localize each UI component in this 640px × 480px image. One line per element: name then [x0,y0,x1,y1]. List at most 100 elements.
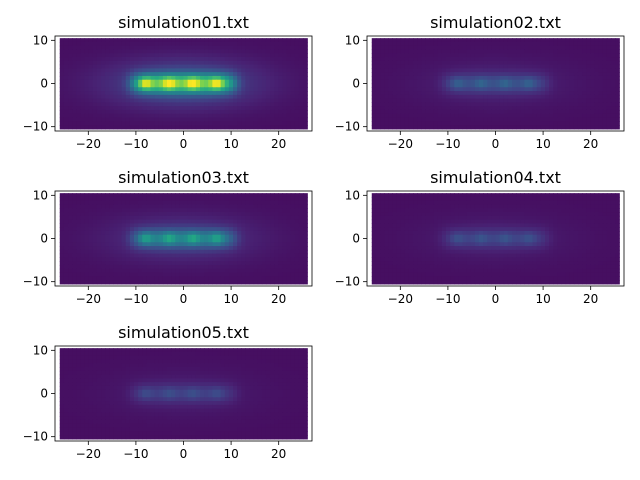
heatmap-cell [606,60,612,66]
heatmap-cell [76,227,81,232]
heatmap-cell [175,257,180,262]
heatmap-cell [84,49,90,54]
heatmap-cell [516,113,521,119]
heatmap-cell [121,200,127,206]
heatmap-cell [68,68,73,73]
heatmap-cell [76,196,81,202]
heatmap-cell [388,109,393,115]
heatmap-cell [113,212,119,217]
heatmap-cell [109,83,114,88]
heatmap-cell [191,272,197,277]
heatmap-cell [179,79,185,85]
heatmap-cell [204,249,209,255]
heatmap-cell [290,64,296,69]
heatmap-cell [384,57,389,62]
heatmap-cell [92,75,98,81]
heatmap-cell [487,41,492,47]
heatmap-cell [470,219,476,224]
heatmap-cell [549,196,554,202]
heatmap-cell [520,106,525,111]
heatmap-cell [466,125,472,130]
heatmap-cell [388,87,393,92]
heatmap-cell [278,212,284,217]
heatmap-cell [113,238,119,243]
heatmap-cell [204,280,209,285]
heatmap-cell [138,75,143,81]
heatmap-cell [220,242,226,247]
heatmap-cell [499,215,505,221]
heatmap-cell [487,227,492,232]
heatmap-cell [524,109,530,115]
heatmap-cell [290,125,296,130]
heatmap-cell [499,121,505,126]
heatmap-cell [158,49,164,54]
heatmap-cell [179,212,185,217]
heatmap-cell [404,117,410,122]
heatmap-cell [216,208,222,213]
heatmap-cell [228,57,234,62]
heatmap-cell [561,208,567,213]
heatmap-cell [105,45,110,51]
heatmap-cell [158,227,164,232]
heatmap-cell [520,60,525,66]
y-tick-label: 0 [40,232,48,246]
heatmap-cell [503,98,509,103]
heatmap-cell [150,94,156,100]
heatmap-cell [138,193,143,198]
heatmap-cell [121,227,127,232]
heatmap-cell [92,280,98,285]
heatmap-cell [237,276,242,281]
heatmap-cell [179,49,185,54]
heatmap-cell [602,227,608,232]
heatmap-cell [105,215,110,221]
heatmap-cell [125,72,131,77]
heatmap-cell [413,41,418,47]
heatmap-cell [171,109,176,115]
heatmap-cell [499,204,505,209]
heatmap-cell [495,53,501,58]
heatmap-cell [212,249,218,255]
heatmap-cell [187,219,193,224]
heatmap-cell [532,53,538,58]
heatmap-cell [470,53,476,58]
heatmap-cell [606,53,612,58]
heatmap-cell [278,98,284,103]
heatmap-cell [134,106,139,111]
heatmap-cell [265,268,271,274]
heatmap-cell [117,223,123,228]
heatmap-cell [265,125,271,130]
heatmap-cell [446,41,451,47]
heatmap-cell [557,49,563,54]
heatmap-cell [450,212,455,217]
heatmap-cell [479,53,484,58]
heatmap-cell [220,196,226,202]
heatmap-cell [113,72,119,77]
heatmap-cell [466,196,472,202]
heatmap-cell [113,215,119,221]
heatmap-cell [121,121,127,126]
heatmap-cell [577,72,583,77]
heatmap-cell [265,242,271,247]
heatmap-cell [417,208,422,213]
heatmap-cell [392,68,398,73]
heatmap-cell [429,204,435,209]
heatmap-cell [495,121,501,126]
heatmap-cell [413,117,418,122]
heatmap-cell [68,79,73,85]
heatmap-cell [495,57,501,62]
heatmap-cell [212,60,218,66]
heatmap-cell [433,64,439,69]
heatmap-cell [129,223,135,228]
heatmap-cell [167,113,172,119]
heatmap-cell [220,60,226,66]
heatmap-cell [96,64,102,69]
heatmap-cell [594,125,600,130]
heatmap-cell [150,257,156,262]
heatmap-cell [586,98,591,103]
heatmap-cell [200,219,205,224]
heatmap-cell [454,102,459,107]
heatmap-cell [204,72,209,77]
heatmap-cell [220,219,226,224]
heatmap-cell [253,68,259,73]
heatmap-cell [142,253,147,258]
